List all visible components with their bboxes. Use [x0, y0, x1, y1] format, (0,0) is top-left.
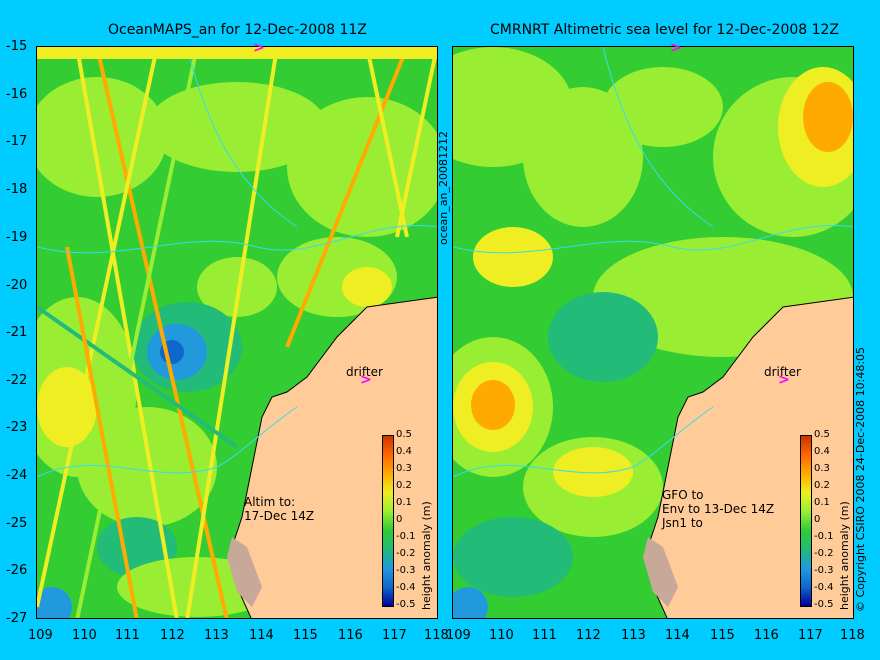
left-drifter-marker-top	[37, 47, 437, 59]
right-colorbar-label: height anomaly (m)	[838, 501, 851, 610]
x-tick-label: 113	[204, 628, 229, 643]
y-tick-label: -16	[6, 87, 28, 102]
y-tick-label: -18	[6, 182, 28, 197]
annotation-line: Jsn1 to	[662, 516, 703, 530]
colorbar-tick: -0.3	[814, 565, 834, 576]
x-tick-label: 114	[249, 628, 274, 643]
right-panel-title: CMRNRT Altimetric sea level for 12-Dec-2…	[490, 22, 840, 38]
y-tick-label: -15	[6, 39, 28, 54]
x-tick-label: 112	[160, 628, 185, 643]
y-tick-label: -17	[6, 134, 28, 149]
left-drifter-label: drifter	[346, 365, 383, 379]
colorbar-tick: 0.4	[814, 446, 830, 457]
left-map-panel	[36, 46, 438, 619]
y-tick-label: -25	[6, 516, 28, 531]
right-colorbar	[800, 435, 812, 607]
right-drifter-arrow-icon: >	[778, 372, 790, 388]
y-tick-label: -19	[6, 230, 28, 245]
colorbar-tick: 0.4	[396, 446, 412, 457]
y-tick-label: -21	[6, 325, 28, 340]
colorbar-tick: -0.4	[396, 582, 416, 593]
x-tick-label: 113	[621, 628, 646, 643]
colorbar-tick: 0	[814, 514, 821, 525]
colorbar-tick: 0.1	[814, 497, 830, 508]
x-tick-label: 118	[840, 628, 865, 643]
colorbar-tick: -0.1	[396, 531, 416, 542]
left-drifter-arrow-icon: >	[360, 372, 372, 388]
y-tick-label: -20	[6, 278, 28, 293]
colorbar-tick: -0.1	[814, 531, 834, 542]
y-tick-label: -24	[6, 468, 28, 483]
annotation-line: 17-Dec 14Z	[244, 509, 315, 523]
y-tick-label: -23	[6, 420, 28, 435]
x-tick-label: 111	[532, 628, 557, 643]
x-tick-label: 111	[115, 628, 140, 643]
colorbar-tick: -0.2	[396, 548, 416, 559]
colorbar-tick: 0.3	[814, 463, 830, 474]
left-altim-annotation: Altim to: 17-Dec 14Z	[244, 495, 314, 523]
x-tick-label: 117	[798, 628, 823, 643]
annotation-line: Env to 13-Dec 14Z	[662, 502, 775, 516]
y-tick-label: -26	[6, 563, 28, 578]
x-tick-label: 112	[576, 628, 601, 643]
left-colorbar	[382, 435, 394, 607]
left-bathymetry-contours	[37, 47, 437, 478]
x-tick-label: 116	[754, 628, 779, 643]
right-drifter-label: drifter	[764, 365, 801, 379]
right-altim-annotation: GFO to Env to 13-Dec 14Z Jsn1 to	[662, 488, 774, 530]
x-tick-label: 109	[28, 628, 53, 643]
x-tick-label: 116	[338, 628, 363, 643]
colorbar-tick: -0.5	[396, 599, 416, 610]
right-map-panel	[452, 46, 854, 619]
y-tick-label: -22	[6, 373, 28, 388]
annotation-line: Altim to:	[244, 495, 296, 509]
colorbar-tick: 0.5	[814, 429, 830, 440]
x-tick-label: 118	[424, 628, 449, 643]
colorbar-tick: 0.2	[814, 480, 830, 491]
x-tick-label: 117	[382, 628, 407, 643]
right-map-svg	[453, 47, 853, 618]
x-tick-label: 110	[72, 628, 97, 643]
left-panel-title: OceanMAPS_an for 12-Dec-2008 11Z	[108, 22, 367, 38]
copyright-label: © Copyright CSIRO 2008 24-Dec-2008 10:48…	[854, 346, 867, 612]
y-tick-label: -27	[6, 611, 28, 626]
left-drifter-top-icon: >	[253, 40, 265, 56]
annotation-line: GFO to	[662, 488, 704, 502]
x-tick-label: 114	[665, 628, 690, 643]
x-tick-label: 109	[446, 628, 471, 643]
right-shelf-island	[643, 537, 678, 607]
colorbar-tick: -0.3	[396, 565, 416, 576]
colorbar-tick: 0	[396, 514, 403, 525]
colorbar-tick: -0.4	[814, 582, 834, 593]
right-bathymetry-contours	[453, 47, 853, 478]
colorbar-tick: -0.2	[814, 548, 834, 559]
x-tick-label: 115	[710, 628, 735, 643]
left-colorbar-label: height anomaly (m)	[420, 501, 433, 610]
colorbar-tick: -0.5	[814, 599, 834, 610]
x-tick-label: 110	[489, 628, 514, 643]
right-drifter-top-icon: >	[670, 40, 682, 56]
x-tick-label: 115	[293, 628, 318, 643]
left-altimeter-tracks	[37, 47, 437, 618]
right-anomaly-fields	[453, 47, 853, 618]
colorbar-tick: 0.2	[396, 480, 412, 491]
left-shelf-island	[227, 537, 262, 607]
file-id-label: ocean_an_20081212	[437, 131, 450, 245]
colorbar-tick: 0.3	[396, 463, 412, 474]
colorbar-tick: 0.5	[396, 429, 412, 440]
left-map-svg	[37, 47, 437, 618]
colorbar-tick: 0.1	[396, 497, 412, 508]
